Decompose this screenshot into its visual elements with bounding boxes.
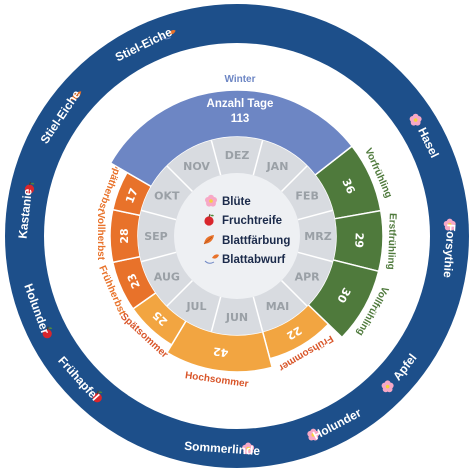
month-divider [252, 296, 264, 332]
month-divider [281, 280, 308, 307]
legend-label: Blattabwurf [222, 254, 285, 266]
month-label: APR [295, 271, 321, 284]
month-label: AUG [154, 271, 180, 284]
season-name-label: Vollherbst [95, 212, 106, 261]
month-label: SEP [144, 230, 168, 243]
center-disc [174, 173, 300, 299]
legend-item-blattfaerbung: Blattfärbung [203, 234, 290, 247]
month-divider [210, 296, 222, 332]
month-label: JUL [185, 300, 206, 313]
month-dividers [141, 140, 333, 332]
winter-days-title: Anzahl Tage [207, 98, 274, 110]
indicator-plant-label: Sommerlinde [184, 439, 261, 458]
legend: Blüte Fruchtreife Blattfärbung Blattabwu… [203, 194, 290, 266]
winter-days-value: 113 [231, 113, 250, 125]
month-divider [281, 165, 308, 192]
season-day-count: 17 [123, 186, 141, 205]
indicator-plant-label: Kastanie [16, 188, 35, 240]
month-divider [297, 251, 333, 263]
season-name-label: Erstfrühling [385, 213, 398, 270]
month-divider [252, 140, 264, 176]
legend-item-blattabwurf: Blattabwurf [204, 253, 285, 266]
month-label: JUN [225, 311, 248, 324]
legend-item-fruchtreife: Fruchtreife [203, 213, 282, 227]
month-divider [297, 209, 333, 221]
month-label: MRZ [304, 230, 331, 243]
season-name-label: Winter [224, 74, 255, 85]
legend-item-bluete: Blüte [205, 194, 251, 208]
month-labels: JAN FEB MRZ APR MAI JUN JUL AUG SEP OKT NOV DEZ [144, 149, 331, 324]
legend-label: Blattfärbung [222, 235, 290, 247]
month-label: OKT [154, 190, 180, 203]
month-divider [141, 209, 177, 221]
indicator-plant-label: Forsythie [441, 223, 459, 278]
month-label: DEZ [225, 149, 250, 162]
month-divider [166, 280, 193, 307]
month-label: MAI [266, 300, 290, 313]
season-day-count: 28 [118, 228, 131, 243]
season-day-count: 29 [352, 232, 366, 248]
season-day-count: 42 [212, 344, 229, 359]
month-divider [141, 251, 177, 263]
month-label: JAN [266, 160, 289, 173]
month-divider [210, 140, 222, 176]
month-divider [166, 165, 193, 192]
season-day-count: 23 [125, 271, 143, 290]
legend-label: Blüte [222, 196, 251, 208]
month-label: NOV [183, 160, 210, 173]
month-label: FEB [295, 190, 318, 203]
season-day-count: 36 [339, 177, 357, 197]
legend-label: Fruchtreife [222, 215, 282, 227]
